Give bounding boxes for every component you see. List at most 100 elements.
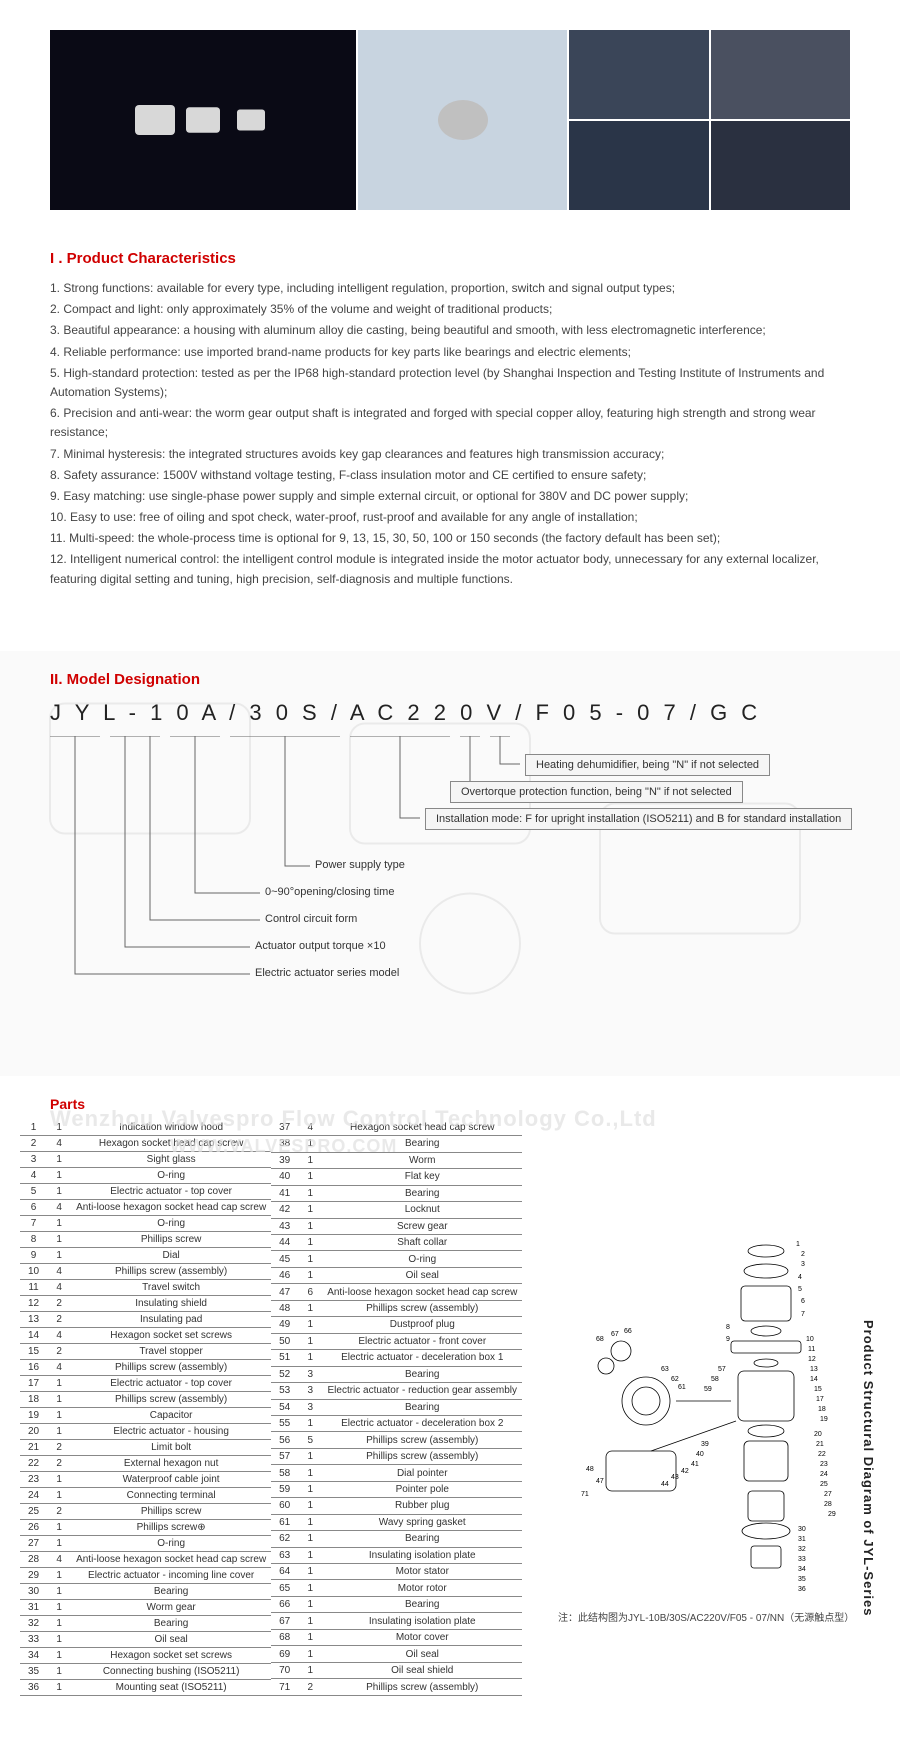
svg-text:13: 13 (810, 1366, 818, 1373)
parts-cell-qty: 1 (47, 1183, 71, 1199)
parts-cell-name: Dial pointer (322, 1465, 522, 1481)
parts-cell-name: Oil seal (322, 1267, 522, 1283)
svg-text:41: 41 (691, 1461, 699, 1468)
parts-cell-name: Hexagon socket set screws (71, 1327, 271, 1343)
parts-cell-name: Waterproof cable joint (71, 1471, 271, 1487)
parts-row: 164Phillips screw (assembly) (20, 1359, 271, 1375)
model-label-ac: Power supply type (315, 859, 405, 871)
parts-row: 261Phillips screw⊕ (20, 1519, 271, 1535)
parts-cell-no: 23 (20, 1471, 47, 1487)
parts-cell-name: Bearing (322, 1366, 522, 1382)
parts-cell-name: Dustproof plug (322, 1317, 522, 1333)
model-designation-section: II. Model Designation J Y L - 1 0 A / 3 … (0, 651, 900, 1076)
parts-row: 501Electric actuator - front cover (271, 1333, 522, 1349)
parts-row: 441Shaft collar (271, 1234, 522, 1250)
parts-row: 284Anti-loose hexagon socket head cap sc… (20, 1551, 271, 1567)
parts-cell-qty: 4 (47, 1199, 71, 1215)
parts-cell-no: 20 (20, 1423, 47, 1439)
parts-cell-no: 67 (271, 1613, 298, 1629)
parts-cell-no: 65 (271, 1580, 298, 1596)
svg-text:2: 2 (801, 1251, 805, 1258)
parts-cell-no: 7 (20, 1215, 47, 1231)
parts-cell-no: 13 (20, 1311, 47, 1327)
svg-text:61: 61 (678, 1384, 686, 1391)
parts-cell-name: Screw gear (322, 1218, 522, 1234)
svg-text:21: 21 (816, 1441, 824, 1448)
parts-row: 311Worm gear (20, 1599, 271, 1615)
parts-table-left: 11Indication window hood24Hexagon socket… (20, 1120, 271, 1696)
char-item: 11. Multi-speed: the whole-process time … (50, 529, 850, 548)
parts-row: 212Limit bolt (20, 1439, 271, 1455)
svg-text:66: 66 (624, 1328, 632, 1335)
svg-text:25: 25 (820, 1481, 828, 1488)
parts-cell-qty: 1 (298, 1514, 322, 1530)
svg-text:58: 58 (711, 1376, 719, 1383)
parts-cell-qty: 1 (47, 1679, 71, 1695)
parts-cell-name: Mounting seat (ISO5211) (71, 1679, 271, 1695)
parts-cell-name: Pointer pole (322, 1481, 522, 1497)
parts-cell-no: 63 (271, 1547, 298, 1563)
parts-cell-name: Electric actuator - top cover (71, 1183, 271, 1199)
parts-cell-qty: 1 (298, 1152, 322, 1168)
parts-row: 712Phillips screw (assembly) (271, 1679, 522, 1696)
parts-cell-name: Oil seal (322, 1646, 522, 1662)
parts-cell-qty: 1 (298, 1185, 322, 1201)
parts-cell-name: Worm (322, 1152, 522, 1168)
parts-title: Parts (20, 1096, 880, 1112)
parts-row: 571Phillips screw (assembly) (271, 1448, 522, 1464)
parts-cell-no: 70 (271, 1662, 298, 1678)
parts-section: Parts Wenzhou Valvespro Flow Control Tec… (0, 1076, 900, 1716)
section1-title: I . Product Characteristics (50, 250, 850, 267)
parts-cell-name: Travel switch (71, 1279, 271, 1295)
parts-cell-name: Indication window hood (71, 1120, 271, 1136)
parts-cell-name: Phillips screw (assembly) (322, 1448, 522, 1464)
parts-cell-name: Travel stopper (71, 1343, 271, 1359)
parts-row: 81Phillips screw (20, 1231, 271, 1247)
parts-cell-no: 19 (20, 1407, 47, 1423)
svg-text:62: 62 (671, 1376, 679, 1383)
parts-cell-no: 42 (271, 1202, 298, 1218)
svg-text:59: 59 (704, 1386, 712, 1393)
model-code: J Y L - 1 0 A / 3 0 S / A C 2 2 0 V / F … (50, 700, 850, 726)
model-label-c: Heating dehumidifier, being "N" if not s… (525, 754, 770, 776)
parts-row: 565Phillips screw (assembly) (271, 1432, 522, 1448)
parts-cell-name: Phillips screw (assembly) (71, 1263, 271, 1279)
parts-cell-name: Bearing (322, 1136, 522, 1152)
parts-cell-name: Insulating isolation plate (322, 1547, 522, 1563)
parts-cell-no: 2 (20, 1135, 47, 1151)
parts-row: 114Travel switch (20, 1279, 271, 1295)
parts-cell-name: Worm gear (71, 1599, 271, 1615)
parts-row: 11Indication window hood (20, 1120, 271, 1136)
parts-cell-qty: 1 (298, 1629, 322, 1645)
svg-text:67: 67 (611, 1331, 619, 1338)
parts-cell-name: Oil seal (71, 1631, 271, 1647)
section2-title: II. Model Designation (50, 671, 850, 688)
parts-row: 591Pointer pole (271, 1481, 522, 1497)
parts-cell-qty: 1 (47, 1615, 71, 1631)
svg-text:34: 34 (798, 1566, 806, 1573)
diagram-note: 注：此结构图为JYL-10B/30S/AC220V/F05 - 07/NN（无源… (558, 1609, 854, 1624)
parts-cell-name: Electric actuator - reduction gear assem… (322, 1383, 522, 1399)
parts-cell-name: Phillips screw (assembly) (322, 1432, 522, 1448)
parts-cell-name: External hexagon nut (71, 1455, 271, 1471)
parts-cell-qty: 2 (47, 1503, 71, 1519)
parts-cell-no: 8 (20, 1231, 47, 1247)
parts-cell-name: Limit bolt (71, 1439, 271, 1455)
exploded-diagram-box: 123 456 789 101112 131415 171819 202122 … (522, 1120, 880, 1696)
parts-cell-no: 34 (20, 1647, 47, 1663)
svg-text:24: 24 (820, 1471, 828, 1478)
parts-cell-qty: 3 (298, 1366, 322, 1382)
svg-text:7: 7 (801, 1311, 805, 1318)
parts-row: 41O-ring (20, 1167, 271, 1183)
svg-text:42: 42 (681, 1468, 689, 1475)
parts-cell-name: Locknut (322, 1202, 522, 1218)
parts-row: 374Hexagon socket head cap screw (271, 1120, 522, 1136)
parts-row: 461Oil seal (271, 1267, 522, 1283)
parts-cell-no: 57 (271, 1448, 298, 1464)
parts-cell-qty: 5 (298, 1432, 322, 1448)
parts-cell-qty: 1 (298, 1564, 322, 1580)
parts-cell-qty: 1 (298, 1350, 322, 1366)
parts-cell-name: Electric actuator - deceleration box 2 (322, 1415, 522, 1431)
parts-row: 533Electric actuator - reduction gear as… (271, 1383, 522, 1399)
svg-text:20: 20 (814, 1431, 822, 1438)
